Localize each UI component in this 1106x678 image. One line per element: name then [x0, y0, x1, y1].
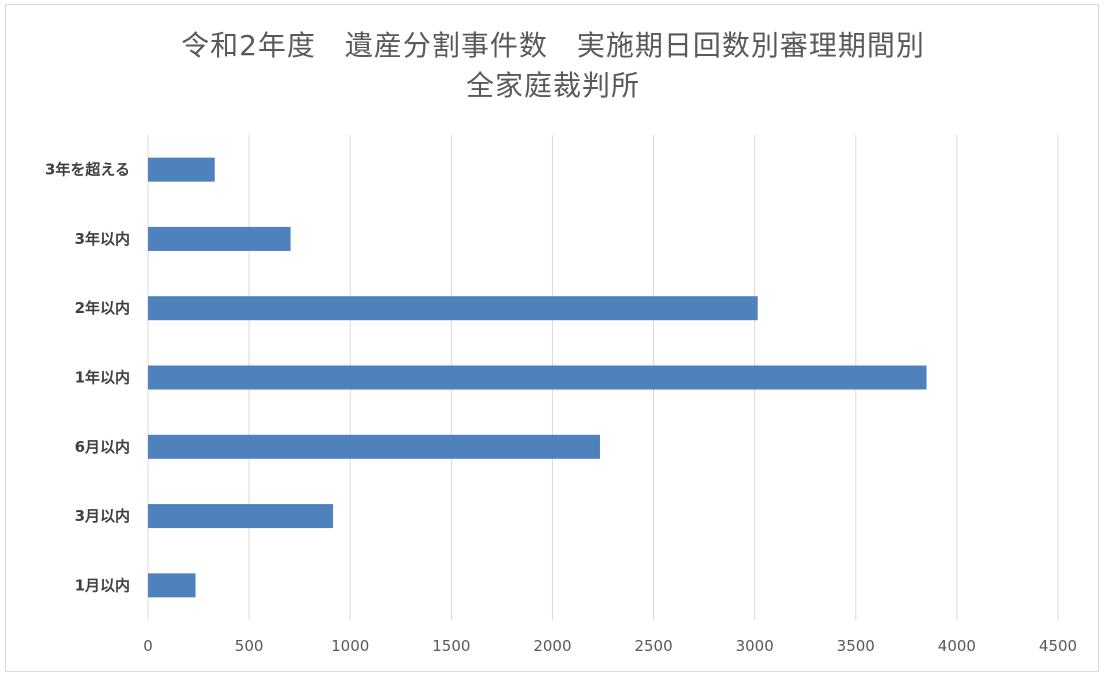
x-tick-label: 1500 — [432, 637, 470, 655]
x-tick-label: 4500 — [1039, 637, 1077, 655]
category-label: 2年以内 — [75, 299, 130, 317]
category-label: 6月以内 — [75, 438, 130, 456]
bar — [148, 296, 758, 321]
category-label: 1年以内 — [75, 369, 130, 387]
category-label: 3年以内 — [75, 230, 130, 248]
bar — [148, 504, 334, 529]
bar — [148, 573, 196, 598]
x-tick-label: 1000 — [331, 637, 369, 655]
category-label: 3月以内 — [75, 507, 130, 525]
x-tick-label: 3000 — [736, 637, 774, 655]
category-label: 1月以内 — [75, 576, 130, 594]
x-tick-label: 0 — [143, 637, 153, 655]
bar — [148, 434, 600, 459]
chart-title-line-2: 全家庭裁判所 — [465, 69, 640, 102]
x-tick-label: 4000 — [938, 637, 976, 655]
category-labels: 1月以内 3月以内 6月以内 1年以内 2年以内 3年以内 3年を超える — [45, 161, 130, 595]
bars — [148, 157, 927, 598]
x-tick-labels: 0 500 1000 1500 2000 2500 3000 3500 4000 4500 — [143, 637, 1077, 655]
x-tick-label: 2000 — [533, 637, 571, 655]
category-label: 3年を超える — [45, 161, 130, 179]
x-tick-label: 500 — [235, 637, 264, 655]
x-tick-label: 3500 — [837, 637, 875, 655]
bar — [148, 365, 927, 390]
chart-title-line-1: 令和2年度 遺産分割事件数 実施期日回数別審理期間別 — [181, 29, 925, 62]
chart-title: 令和2年度 遺産分割事件数 実施期日回数別審理期間別 全家庭裁判所 — [0, 26, 1106, 106]
bar — [148, 226, 291, 251]
x-tick-label: 2500 — [634, 637, 672, 655]
bar — [148, 157, 215, 182]
